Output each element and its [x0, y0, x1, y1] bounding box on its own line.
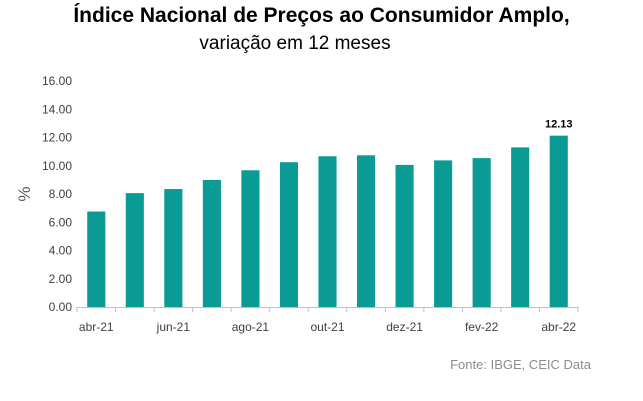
data-labels: 12.13 [545, 119, 573, 131]
y-tick-label: 2.00 [49, 272, 73, 286]
y-tick-label: 6.00 [49, 215, 73, 229]
data-label: 12.13 [545, 119, 573, 131]
bar-out-21 [318, 156, 337, 307]
x-tick-label: jun-21 [156, 320, 191, 334]
bar-set-21 [279, 162, 299, 307]
x-tick-label: abr-22 [541, 320, 576, 334]
y-tick-label: 14.00 [42, 102, 72, 116]
y-tick-label: 16.00 [42, 74, 72, 88]
x-tick-label: abr-21 [79, 320, 114, 334]
source-note: Fonte: IBGE, CEIC Data [450, 357, 591, 372]
chart-subtitle: variação em 12 meses [199, 33, 391, 54]
x-axis: abr-21 jun-21 ago-21 out-21 dez-21 fev-22 abr-… [76, 307, 579, 334]
x-tick-label: ago-21 [232, 320, 270, 334]
bar-nov-21 [356, 155, 376, 307]
bars [87, 135, 568, 307]
bar-mai-21 [125, 193, 144, 307]
x-tick-label: dez-21 [386, 320, 423, 334]
bar-jul-21 [202, 180, 221, 307]
chart-title: Índice Nacional de Preços ao Consumidor … [73, 4, 570, 27]
bar-ago-21 [241, 170, 260, 307]
y-axis-label: % [15, 186, 34, 201]
y-tick-label: 0.00 [49, 300, 73, 314]
bar-jun-21 [164, 189, 183, 307]
y-tick-label: 4.00 [49, 244, 73, 258]
y-tick-label: 8.00 [49, 187, 73, 201]
bar-dez-21 [395, 164, 414, 307]
bar-jan-22 [434, 160, 453, 307]
y-tick-label: 10.00 [42, 159, 72, 173]
y-tick-label: 12.00 [42, 131, 72, 145]
bar-fev-22 [472, 158, 491, 307]
x-tick-label: fev-22 [465, 320, 499, 334]
bar-mar-22 [511, 147, 530, 307]
y-axis: 0.00 2.00 4.00 6.00 8.00 10.00 12.00 14.00 16.00 [42, 74, 72, 314]
bar-abr-22 [549, 135, 568, 307]
x-tick-label: out-21 [310, 320, 344, 334]
bar-abr-21 [87, 211, 106, 307]
